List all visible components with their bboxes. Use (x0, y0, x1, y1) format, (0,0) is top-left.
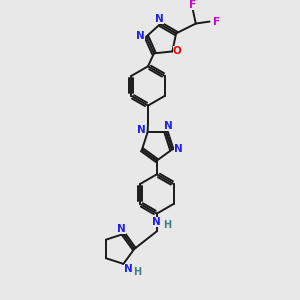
Text: F: F (213, 16, 220, 27)
Text: H: H (163, 220, 171, 230)
Text: O: O (173, 46, 182, 56)
Text: N: N (155, 14, 164, 24)
Text: N: N (164, 121, 172, 131)
Text: F: F (189, 0, 197, 10)
Text: N: N (136, 31, 145, 40)
Text: N: N (124, 264, 133, 274)
Text: N: N (137, 125, 146, 135)
Text: N: N (174, 144, 183, 154)
Text: N: N (117, 224, 126, 234)
Text: N: N (152, 218, 160, 227)
Text: H: H (133, 267, 141, 277)
